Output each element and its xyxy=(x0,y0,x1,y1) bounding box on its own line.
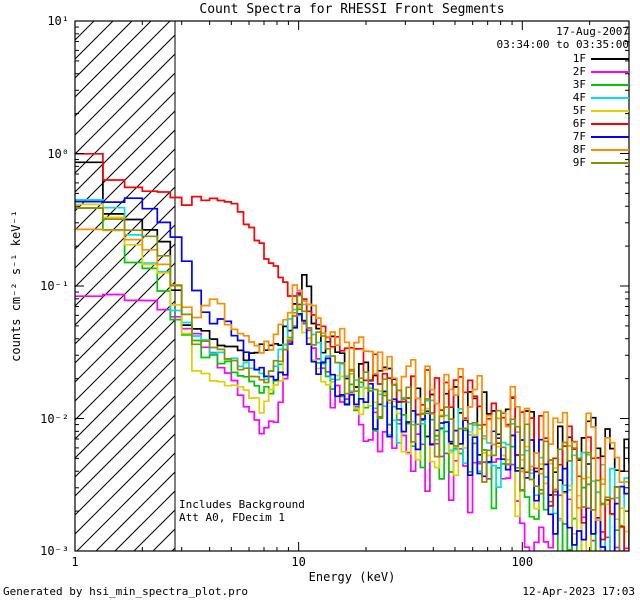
series-curve-7F xyxy=(75,197,629,551)
excluded-region-hatch xyxy=(75,21,176,551)
series-curve-8F xyxy=(75,228,629,522)
series-curve-9F xyxy=(75,207,629,551)
axes xyxy=(74,20,630,552)
series-curve-2F xyxy=(75,291,629,551)
